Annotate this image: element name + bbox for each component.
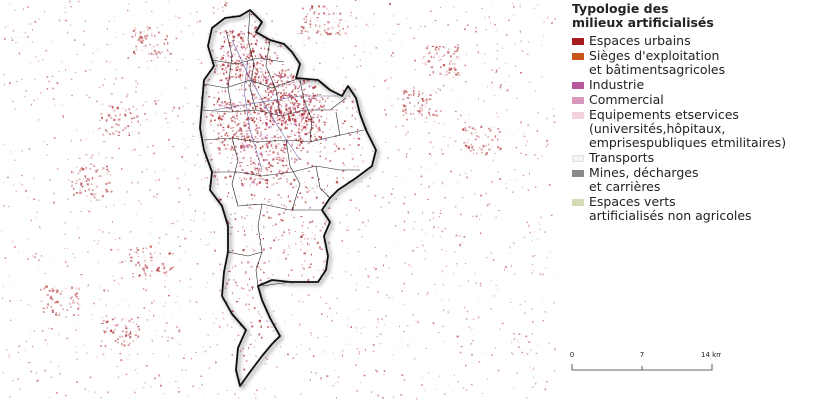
legend-swatch xyxy=(572,155,584,162)
legend-item: Industrie xyxy=(572,78,822,92)
legend-item: Sièges d'exploitation et bâtimentsagrico… xyxy=(572,49,822,77)
map-canvas xyxy=(0,0,557,400)
legend-label: Espaces verts artificialisés non agricol… xyxy=(589,194,752,223)
scale-tick-label: 14 km xyxy=(701,351,721,359)
legend-swatch xyxy=(572,53,584,60)
legend-label: Commercial xyxy=(589,92,664,107)
scale-tick-label: 0 xyxy=(570,351,574,359)
legend-swatch xyxy=(572,199,584,206)
legend-swatch xyxy=(572,97,584,104)
legend-item: Espaces urbains xyxy=(572,34,822,48)
legend-title: Typologie des milieux artificialisés xyxy=(572,1,714,30)
legend-item: Espaces verts artificialisés non agricol… xyxy=(572,195,822,223)
territory-boundary xyxy=(199,9,377,387)
legend-label: Mines, décharges et carrières xyxy=(589,165,699,194)
legend-label: Industrie xyxy=(589,77,645,92)
scale-line xyxy=(571,364,713,371)
legend-item: Mines, décharges et carrières xyxy=(572,166,822,194)
legend-swatch xyxy=(572,112,584,119)
legend-items: Espaces urbains Sièges d'exploitation et… xyxy=(572,34,822,223)
commune-boundaries xyxy=(201,9,365,287)
legend-swatch xyxy=(572,170,584,177)
scale-tick-label: 7 xyxy=(640,351,644,359)
legend-item: Commercial xyxy=(572,93,822,107)
legend-label: Espaces urbains xyxy=(589,33,691,48)
legend-label: Transports xyxy=(589,150,655,165)
roads xyxy=(213,39,340,171)
surrounding-artificial-areas xyxy=(0,0,557,400)
legend: Typologie des milieux artificialisés Esp… xyxy=(572,2,822,224)
legend-item: Transports xyxy=(572,151,822,165)
scale-bar: 0 7 14 km xyxy=(570,351,721,371)
legend-label: Equipements etservices (universités,hôpi… xyxy=(589,107,787,150)
legend-swatch xyxy=(572,38,584,45)
legend-swatch xyxy=(572,82,584,89)
legend-item: Equipements etservices (universités,hôpi… xyxy=(572,108,822,150)
legend-label: Sièges d'exploitation et bâtimentsagrico… xyxy=(589,48,726,77)
